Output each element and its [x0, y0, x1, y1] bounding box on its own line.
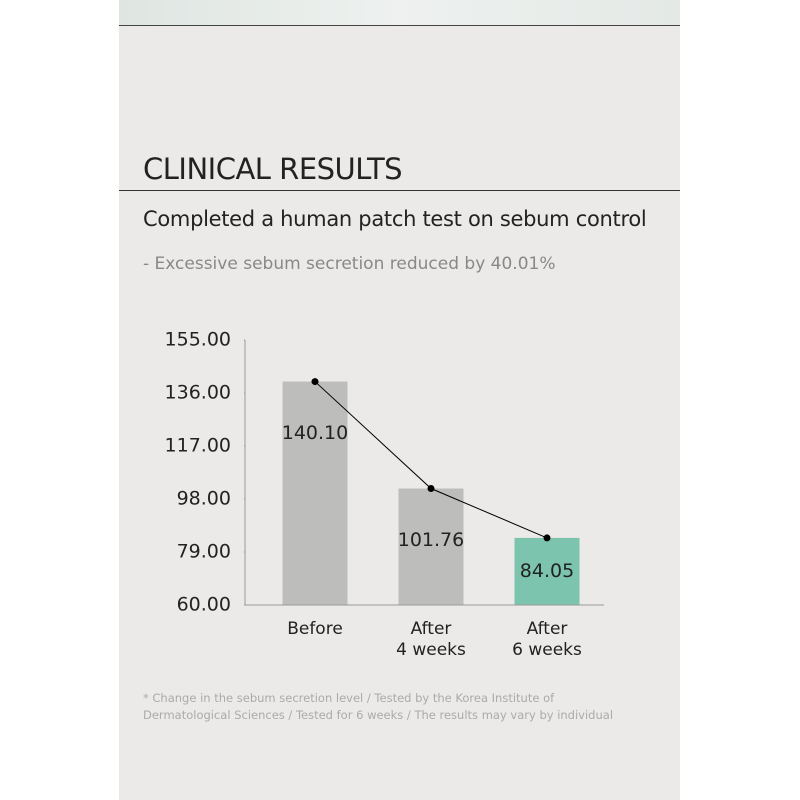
y-tick-label: 60.00 [177, 594, 231, 616]
value-label: 84.05 [520, 560, 574, 582]
heading: CLINICAL RESULTS [143, 152, 403, 186]
trend-dot [311, 378, 319, 386]
value-label: 101.76 [398, 529, 464, 551]
subheading: Completed a human patch test on sebum co… [143, 207, 647, 231]
x-tick-label: After 6 weeks [512, 619, 582, 660]
divider [119, 190, 680, 191]
footnote: Dermatological Sciences / Tested for 6 w… [143, 708, 614, 722]
bar [398, 488, 464, 605]
y-tick-label: 136.00 [165, 382, 231, 404]
bar [514, 537, 580, 605]
x-tick-label: After 4 weeks [396, 619, 466, 660]
bar [282, 381, 348, 605]
footnote: * Change in the sebum secretion level / … [143, 691, 555, 705]
y-tick-label: 117.00 [165, 435, 231, 457]
x-tick-label: Before [287, 619, 343, 639]
trend-dot [427, 485, 435, 493]
y-tick-label: 98.00 [177, 488, 231, 510]
top-banner [119, 0, 680, 26]
panel: CLINICAL RESULTS Completed a human patch… [119, 0, 680, 800]
value-label: 140.10 [282, 422, 348, 444]
trend-dot [543, 534, 551, 542]
y-tick-label: 155.00 [165, 329, 231, 351]
y-tick-label: 79.00 [177, 541, 231, 563]
note: - Excessive sebum secretion reduced by 4… [143, 254, 556, 274]
